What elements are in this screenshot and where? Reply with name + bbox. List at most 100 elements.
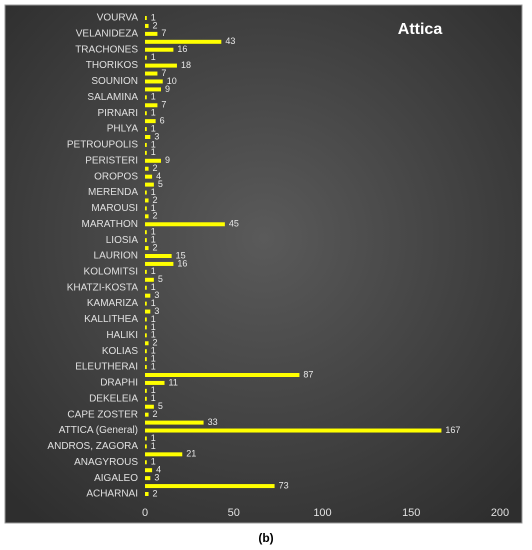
value-label: 1	[151, 322, 156, 332]
bar	[145, 388, 147, 393]
y-tick-label: KAMARIZA	[87, 298, 138, 309]
y-tick-label: OROPOS	[94, 171, 138, 182]
value-label: 4	[156, 465, 161, 475]
y-tick-label: ANAGYROUS	[74, 457, 138, 468]
value-label: 2	[153, 338, 158, 348]
bar	[145, 16, 147, 20]
bar	[145, 301, 147, 306]
bar	[145, 365, 147, 370]
bar	[145, 420, 204, 425]
caption: (b)	[258, 531, 273, 545]
y-tick-label: VELANIDEZA	[76, 29, 139, 40]
value-label: 5	[158, 274, 163, 284]
value-label: 15	[176, 250, 186, 260]
value-label: 2	[153, 242, 158, 252]
value-label: 73	[279, 480, 289, 490]
bar	[145, 436, 147, 441]
bar	[145, 63, 177, 68]
bar	[145, 380, 165, 385]
y-tick-label: MARATHON	[82, 219, 138, 230]
bar	[145, 254, 172, 258]
value-label: 2	[153, 163, 158, 173]
bar	[145, 47, 174, 52]
y-tick-label: TRACHONES	[75, 44, 138, 55]
bar	[145, 476, 151, 481]
value-label: 3	[154, 290, 159, 300]
bar	[145, 142, 147, 147]
bar	[145, 23, 149, 28]
value-label: 5	[158, 179, 163, 189]
value-label: 2	[153, 409, 158, 419]
value-label: 1	[151, 361, 156, 371]
plot-background	[4, 4, 523, 524]
value-label: 3	[154, 131, 159, 141]
value-label: 21	[186, 449, 196, 459]
y-tick-label: ELEUTHERAI	[75, 362, 138, 373]
bar	[145, 373, 300, 377]
y-tick-label: THORIKOS	[86, 60, 139, 71]
value-label: 1	[151, 441, 156, 451]
bar	[145, 71, 158, 76]
value-label: 1	[151, 227, 156, 237]
y-tick-label: PETROUPOLIS	[67, 140, 138, 151]
value-label: 1	[151, 187, 156, 197]
value-label: 7	[161, 100, 166, 110]
bar	[145, 95, 147, 100]
y-tick-label: CAPE ZOSTER	[67, 409, 138, 420]
y-tick-label: SOUNION	[91, 76, 138, 87]
bar	[145, 317, 147, 322]
bar	[145, 468, 153, 473]
bar	[145, 230, 147, 235]
bar	[145, 452, 183, 457]
y-tick-label: SALAMINA	[87, 92, 138, 103]
value-label: 9	[165, 84, 170, 94]
value-label: 6	[160, 116, 165, 126]
value-label: 1	[151, 457, 156, 467]
x-tick-label: 200	[491, 507, 509, 519]
value-label: 1	[151, 385, 156, 395]
bar	[145, 246, 149, 251]
value-label: 16	[177, 258, 187, 268]
value-label: 18	[181, 60, 191, 70]
bar	[145, 428, 442, 433]
value-label: 5	[158, 401, 163, 411]
value-label: 7	[161, 28, 166, 38]
value-label: 2	[153, 20, 158, 30]
bar	[145, 333, 147, 338]
bar	[145, 396, 147, 401]
y-tick-label: HALIKI	[106, 330, 138, 341]
bar	[145, 222, 225, 227]
bar	[145, 484, 275, 489]
value-label: 3	[154, 306, 159, 316]
bar	[145, 158, 161, 163]
value-label: 7	[161, 68, 166, 78]
y-tick-label: KALLITHEA	[84, 314, 138, 325]
value-label: 1	[151, 314, 156, 324]
value-label: 167	[445, 425, 460, 435]
value-label: 1	[151, 282, 156, 292]
x-tick-label: 0	[142, 507, 148, 519]
y-tick-label: PHLYA	[107, 124, 139, 135]
bar	[145, 412, 149, 417]
value-label: 1	[151, 12, 156, 22]
y-tick-label: MERENDA	[88, 187, 138, 198]
value-label: 2	[153, 211, 158, 221]
value-label: 87	[303, 369, 313, 379]
value-label: 1	[151, 139, 156, 149]
value-label: 1	[151, 203, 156, 213]
bar	[145, 31, 158, 36]
value-label: 1	[151, 108, 156, 118]
value-label: 2	[153, 488, 158, 498]
bar	[145, 285, 147, 290]
bar	[145, 238, 147, 243]
bar	[145, 79, 163, 84]
bar	[145, 182, 154, 187]
value-label: 4	[156, 171, 161, 181]
bar	[145, 444, 147, 449]
bar	[145, 55, 147, 60]
value-label: 1	[151, 346, 156, 356]
y-tick-label: ANDROS, ZAGORA	[47, 441, 138, 452]
bar	[145, 127, 147, 132]
bar	[145, 460, 147, 465]
